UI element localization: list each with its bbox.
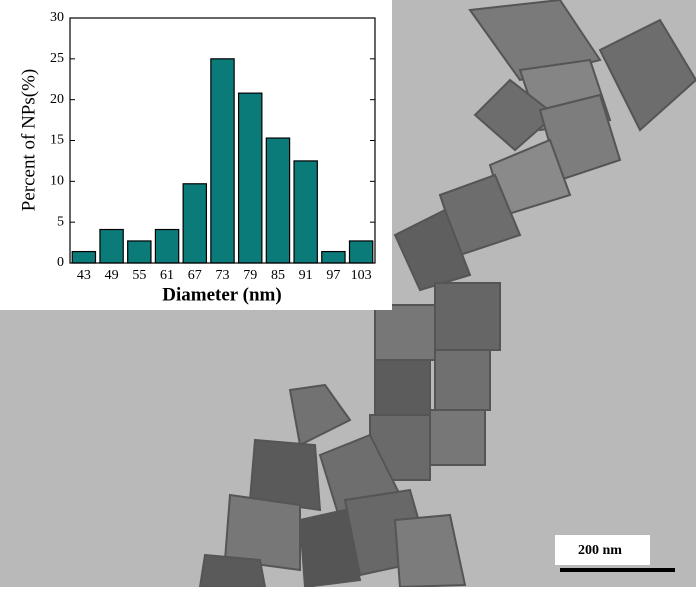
y-tick-label: 30 <box>50 10 64 25</box>
page: 200 nm 0 5 10 15 20 25 30 43 49 55 61 67 73 79 85 91 97 1… <box>0 0 696 587</box>
x-tick-label: 91 <box>299 268 313 283</box>
y-tick-label: 10 <box>50 174 64 189</box>
bar <box>155 230 178 263</box>
x-tick-label: 49 <box>105 268 119 283</box>
bar <box>128 241 151 263</box>
scale-bar <box>560 568 675 572</box>
x-tick-label: 55 <box>132 268 146 283</box>
bar <box>100 230 123 263</box>
bar <box>266 138 289 263</box>
bar <box>322 252 345 263</box>
y-axis-label: Percent of NPs(%) <box>18 69 39 211</box>
x-tick-label: 61 <box>160 268 174 283</box>
y-tick-label: 20 <box>50 92 64 107</box>
y-tick-label: 0 <box>57 255 64 270</box>
x-tick-label: 43 <box>77 268 91 283</box>
y-tick-label: 25 <box>50 51 64 66</box>
scale-bar-label: 200 nm <box>578 543 622 558</box>
bar <box>349 241 372 263</box>
bar <box>239 93 262 263</box>
x-tick-label: 85 <box>271 268 285 283</box>
x-tick-label: 97 <box>326 268 340 283</box>
x-tick-label: 79 <box>243 268 257 283</box>
x-axis-label: Diameter (nm) <box>162 284 281 305</box>
bar <box>211 59 234 263</box>
x-tick-label: 67 <box>188 268 202 283</box>
x-tick-label: 103 <box>351 268 372 283</box>
y-tick-label: 5 <box>57 214 64 229</box>
y-tick-label: 15 <box>50 133 64 148</box>
x-tick-label: 73 <box>216 268 230 283</box>
bar <box>183 184 206 263</box>
bar <box>72 252 95 263</box>
bar <box>294 161 317 263</box>
